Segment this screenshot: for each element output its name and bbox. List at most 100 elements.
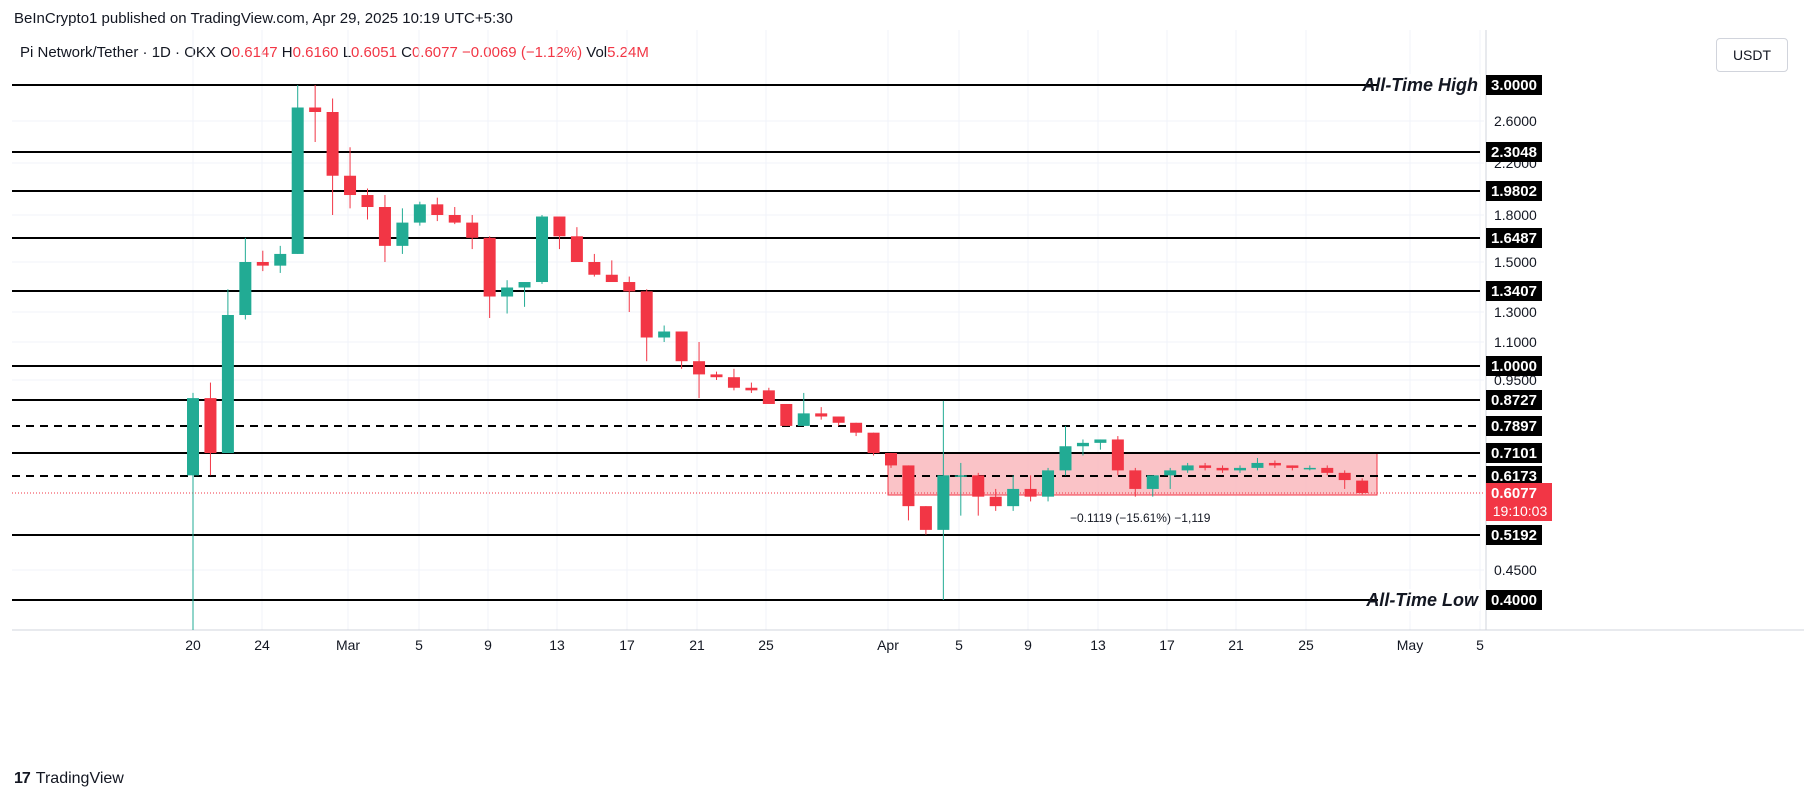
price-tick-label: 1.8000	[1494, 207, 1537, 223]
tradingview-brand-text: TradingView	[35, 770, 124, 787]
candle-body	[762, 390, 775, 404]
candle-body	[309, 107, 322, 112]
high-label: H	[281, 44, 293, 61]
candle-body	[919, 506, 932, 530]
candle-body	[396, 222, 409, 246]
low-value: 0.6051	[351, 44, 397, 61]
candle-body	[274, 253, 287, 266]
candle-body	[431, 204, 444, 215]
level-label-0.4000: 0.4000	[1491, 592, 1537, 609]
candle-body	[1303, 467, 1316, 470]
candle-body	[780, 403, 793, 426]
last-price-label: 0.6077	[1491, 485, 1537, 502]
candle-body	[326, 112, 339, 176]
currency-button[interactable]: USDT	[1716, 38, 1788, 72]
candle-body	[466, 222, 479, 238]
candle-body	[256, 262, 269, 266]
candle-body	[1356, 480, 1369, 493]
range-measure-text: −0.1119 (−15.61%) −1,119	[1070, 511, 1211, 525]
volume-label: Vol	[586, 44, 608, 61]
level-label-box	[1486, 525, 1542, 545]
tradingview-mark-icon: 17	[14, 770, 31, 787]
level-lines: All-Time High All-Time Low	[12, 74, 1484, 611]
low-label: L	[342, 44, 352, 61]
tradingview-logo[interactable]: 17 TradingView	[14, 770, 124, 788]
candle-body	[972, 475, 985, 497]
price-chart[interactable]: −0.1119 (−15.61%) −1,119 All-Time HighAl…	[0, 0, 1804, 760]
candle-body	[483, 237, 496, 297]
candle-body	[1234, 467, 1246, 471]
candle-body	[937, 475, 950, 530]
level-label-0.8727: 0.8727	[1491, 392, 1537, 409]
candle-body	[1042, 470, 1055, 497]
candle-body	[291, 107, 304, 254]
publisher-credit: BeInCrypto1 published on TradingView.com…	[14, 10, 513, 27]
top-bar: BeInCrypto1 published on TradingView.com…	[0, 0, 1804, 36]
chart-grid	[12, 30, 1804, 631]
candle-body	[187, 398, 199, 476]
candle-body	[693, 361, 706, 375]
candle-body	[815, 413, 828, 417]
level-annotation: All-Time High	[1361, 75, 1478, 95]
candle-body	[675, 331, 688, 362]
level-annotation: All-Time Low	[1365, 590, 1479, 610]
candle-body	[1164, 470, 1177, 476]
candle-body	[640, 291, 653, 338]
level-label-1.3407: 1.3407	[1491, 283, 1537, 300]
candle-body	[1321, 467, 1334, 473]
candle-body	[797, 413, 810, 426]
candle-body	[378, 207, 391, 246]
symbol-legend[interactable]: Pi Network/Tether · 1D · OKX O0.6147 H0.…	[20, 44, 649, 61]
time-tick-label: 20	[185, 637, 201, 653]
open-value: 0.6147	[231, 44, 278, 61]
candles	[187, 85, 1369, 630]
level-label-0.7101: 0.7101	[1491, 445, 1537, 462]
level-label-1.9802: 1.9802	[1491, 183, 1537, 200]
time-tick-label: Apr	[877, 637, 899, 653]
candle-body	[1199, 465, 1212, 468]
level-label-3.0000: 3.0000	[1491, 77, 1537, 94]
time-tick-label: 21	[689, 637, 705, 653]
symbol-name[interactable]: Pi Network/Tether · 1D · OKX	[20, 44, 216, 61]
candle-body	[623, 282, 636, 292]
candle-body	[1007, 488, 1020, 507]
level-label-0.7897: 0.7897	[1491, 418, 1537, 435]
candle-body	[221, 315, 234, 454]
change-value: −0.0069 (−1.12%)	[462, 44, 583, 61]
candle-body	[1111, 439, 1124, 471]
candle-body	[448, 215, 461, 223]
level-label-0.6173: 0.6173	[1491, 468, 1537, 485]
candle-body	[239, 262, 252, 315]
candle-body	[1094, 439, 1107, 443]
candle-body	[867, 432, 880, 454]
close-value: 0.6077	[411, 44, 458, 61]
candle-body	[1146, 475, 1159, 489]
candle-body	[588, 262, 601, 275]
level-label-box	[1486, 356, 1542, 376]
price-tick-label: 0.4500	[1494, 562, 1537, 578]
level-label-box	[1486, 142, 1542, 162]
candle-body	[658, 331, 671, 338]
level-label-box	[1486, 590, 1542, 610]
candle-body	[413, 204, 426, 223]
candle-body	[1251, 462, 1264, 468]
countdown-label: 19:10:03	[1493, 503, 1548, 519]
candle-body	[832, 416, 845, 423]
candle-body	[1286, 465, 1299, 468]
candle-body	[727, 377, 740, 388]
level-label-box	[1486, 75, 1542, 95]
level-label-box	[1486, 281, 1542, 301]
time-tick-label: Mar	[336, 637, 360, 653]
time-tick-label: 24	[254, 637, 270, 653]
candle-body	[344, 175, 357, 196]
level-label-box	[1486, 228, 1542, 248]
candle-body	[1076, 442, 1089, 447]
price-tick-label: 2.6000	[1494, 113, 1537, 129]
time-tick-label: 25	[758, 637, 774, 653]
level-label-box	[1486, 466, 1542, 486]
time-tick-label: 5	[1476, 637, 1484, 653]
close-label: C	[401, 44, 412, 61]
candle-body	[1129, 470, 1142, 489]
candle-body	[745, 387, 758, 391]
candle-body	[710, 374, 723, 378]
